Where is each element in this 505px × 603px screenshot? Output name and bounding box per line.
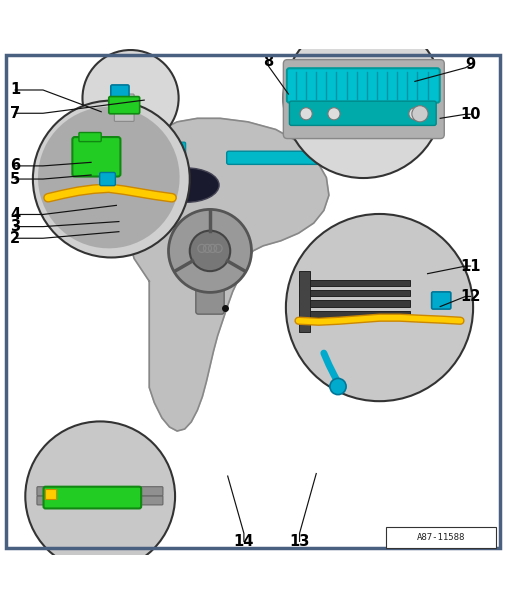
Circle shape [329,379,345,394]
FancyBboxPatch shape [111,85,129,101]
Circle shape [408,108,420,120]
FancyBboxPatch shape [43,487,141,508]
Circle shape [33,101,189,257]
Circle shape [189,231,230,271]
Text: 5: 5 [10,171,20,186]
Text: A87-11588: A87-11588 [416,533,464,542]
FancyBboxPatch shape [195,251,224,314]
FancyBboxPatch shape [146,142,185,156]
Text: 11: 11 [460,259,480,274]
FancyBboxPatch shape [226,151,319,165]
FancyBboxPatch shape [37,487,163,496]
Text: 3: 3 [10,219,20,234]
Circle shape [411,106,427,122]
Bar [44,488,56,499]
Text: 8: 8 [263,54,273,69]
Bar [298,300,409,306]
Text: 1: 1 [10,83,20,98]
Polygon shape [124,118,328,431]
Text: 9: 9 [465,57,475,72]
Text: 4: 4 [10,207,20,222]
FancyBboxPatch shape [286,68,439,103]
Text: 14: 14 [233,534,254,549]
Text: 7: 7 [10,106,20,121]
Circle shape [285,214,472,401]
Text: 13: 13 [289,534,309,549]
Circle shape [168,209,251,292]
Bar [385,527,495,548]
Text: 12: 12 [460,289,480,304]
Bar [298,291,409,297]
Text: 6: 6 [10,159,20,174]
FancyBboxPatch shape [37,496,163,505]
FancyBboxPatch shape [114,94,134,121]
Bar [298,280,409,286]
Circle shape [283,18,442,178]
FancyBboxPatch shape [109,96,139,114]
FancyBboxPatch shape [283,60,443,139]
FancyBboxPatch shape [72,137,120,177]
FancyBboxPatch shape [289,101,435,125]
Ellipse shape [153,168,219,203]
Circle shape [327,108,339,120]
Circle shape [299,108,312,120]
Ellipse shape [38,107,179,248]
Bar [298,271,309,332]
Text: 10: 10 [460,107,480,122]
FancyBboxPatch shape [99,172,115,186]
Circle shape [25,421,175,571]
Circle shape [82,50,178,146]
FancyBboxPatch shape [79,133,101,142]
Bar [298,311,409,317]
Text: 2: 2 [10,231,20,246]
FancyBboxPatch shape [431,292,450,309]
